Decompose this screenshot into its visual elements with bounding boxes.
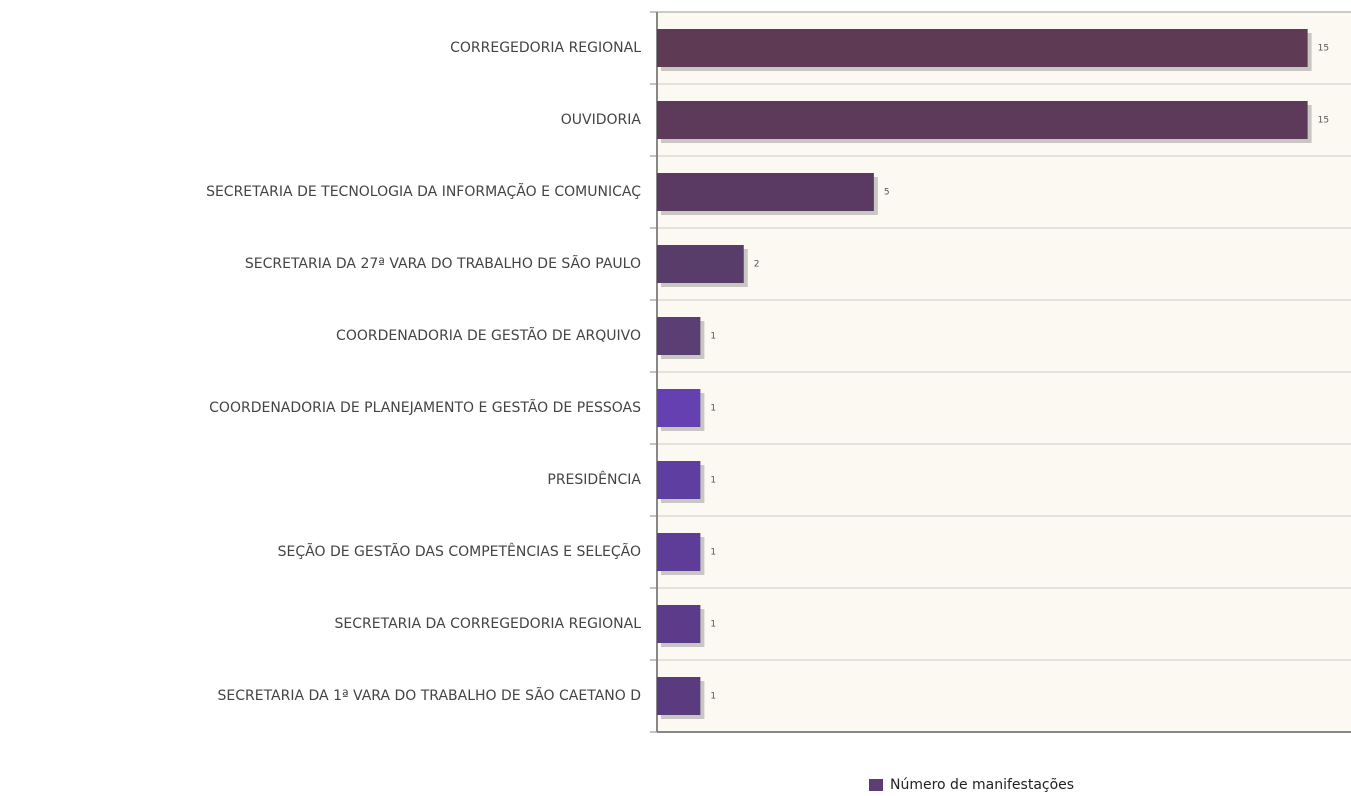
bar — [657, 605, 701, 643]
bar — [657, 317, 701, 355]
data-label: 1 — [710, 476, 716, 486]
y-tick-label: PRESIDÊNCIA — [547, 470, 641, 488]
bar — [657, 389, 701, 427]
legend-label: Número de manifestações — [890, 777, 1074, 793]
data-label: 1 — [710, 548, 716, 558]
data-label: 1 — [710, 404, 716, 414]
y-tick-label: SECRETARIA DE TECNOLOGIA DA INFORMAÇÃO E… — [206, 183, 641, 200]
data-label: 15 — [1318, 44, 1329, 54]
data-label: 1 — [710, 332, 716, 342]
bar — [657, 533, 701, 571]
y-tick-label: CORREGEDORIA REGIONAL — [450, 40, 641, 56]
data-label: 1 — [710, 620, 716, 630]
y-tick-label: SECRETARIA DA 27ª VARA DO TRABALHO DE SÃ… — [245, 255, 641, 272]
data-label: 15 — [1318, 116, 1329, 126]
bar — [657, 101, 1308, 139]
data-label: 1 — [710, 692, 716, 702]
y-tick-label: SEÇÃO DE GESTÃO DAS COMPETÊNCIAS E SELEÇ… — [278, 542, 641, 560]
data-label: 2 — [754, 260, 760, 270]
bar — [657, 677, 701, 715]
bar — [657, 173, 874, 211]
y-tick-label: SECRETARIA DA CORREGEDORIA REGIONAL — [335, 616, 642, 632]
y-tick-label: COORDENADORIA DE GESTÃO DE ARQUIVO — [336, 327, 641, 344]
bar — [657, 461, 701, 499]
bar — [657, 245, 744, 283]
y-tick-label: COORDENADORIA DE PLANEJAMENTO E GESTÃO D… — [209, 399, 641, 416]
legend-swatch — [869, 779, 883, 791]
bar — [657, 29, 1308, 67]
y-tick-label: OUVIDORIA — [561, 112, 642, 128]
y-tick-label: SECRETARIA DA 1ª VARA DO TRABALHO DE SÃO… — [218, 687, 641, 704]
data-label: 5 — [884, 188, 890, 198]
